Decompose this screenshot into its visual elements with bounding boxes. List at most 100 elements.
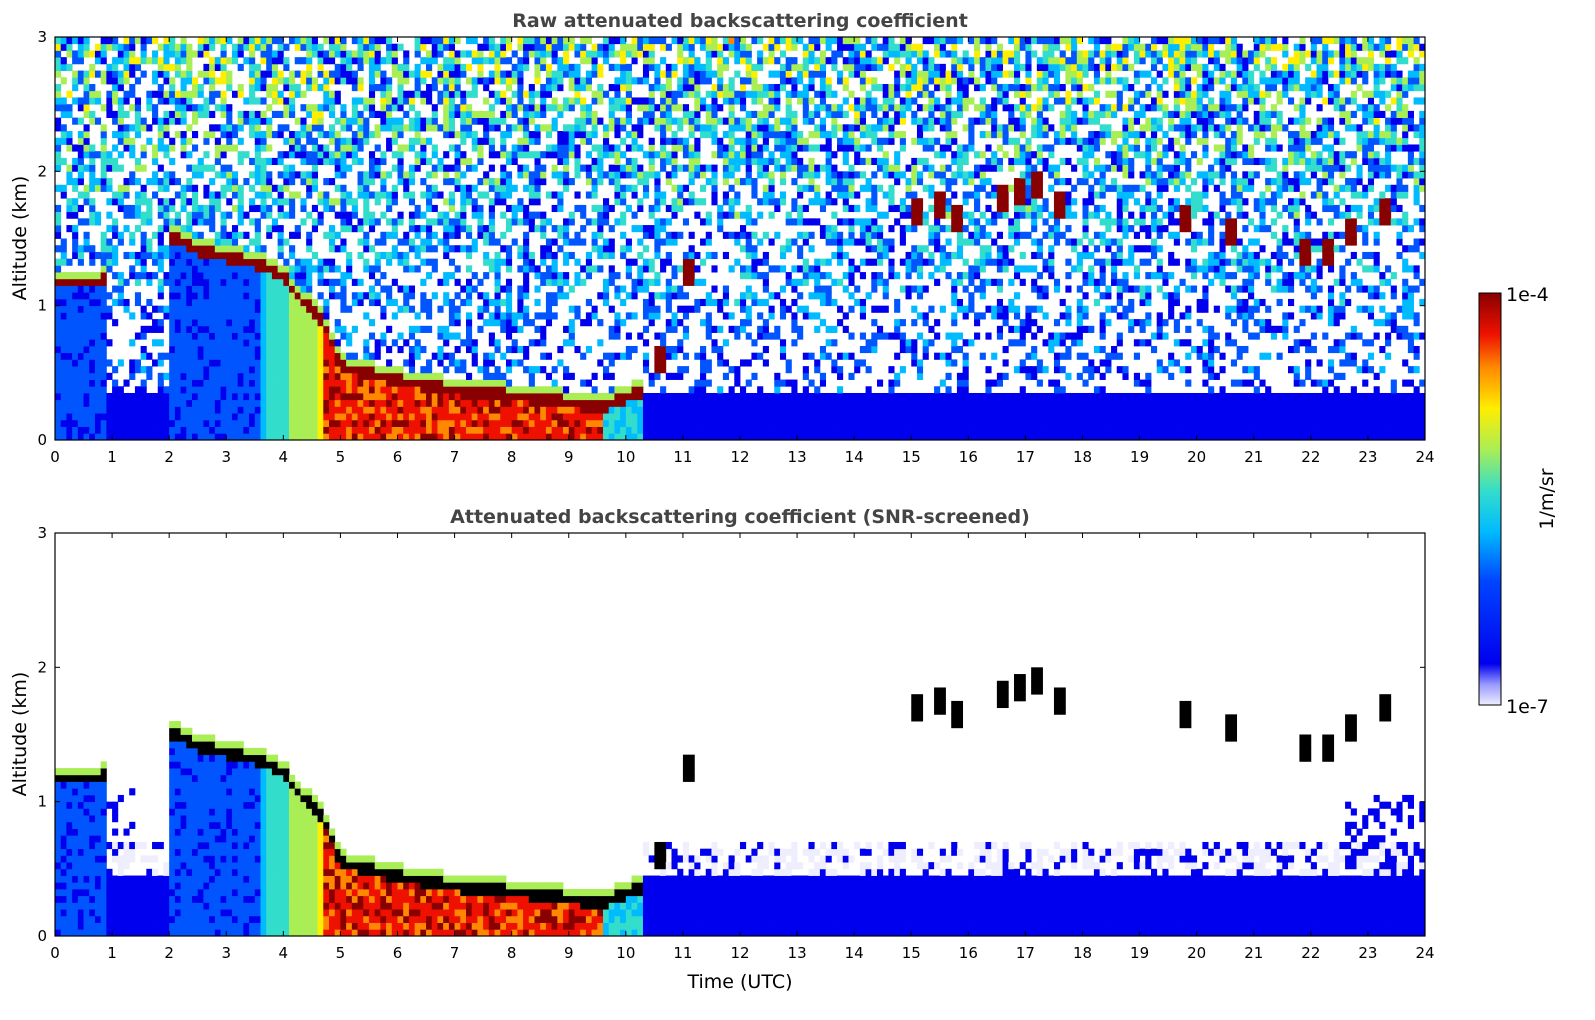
heatmap-cell <box>346 413 353 421</box>
heatmap-cell <box>637 43 644 51</box>
heatmap-cell <box>266 312 273 320</box>
heatmap-cell <box>483 292 490 300</box>
heatmap-cell <box>329 225 336 233</box>
heatmap-cell <box>660 339 667 347</box>
heatmap-cell <box>306 339 313 347</box>
heatmap-cell <box>728 144 735 152</box>
heatmap-cell <box>722 84 729 92</box>
heatmap-cell <box>112 231 119 239</box>
heatmap-cell <box>77 151 84 159</box>
heatmap-cell <box>260 171 267 179</box>
heatmap-cell <box>266 372 273 380</box>
heatmap-cell <box>551 171 558 179</box>
heatmap-cell <box>648 57 655 65</box>
heatmap-cell <box>614 292 621 300</box>
heatmap-cell <box>608 238 615 246</box>
heatmap-cell <box>677 57 684 65</box>
heatmap-cell <box>231 332 239 340</box>
heatmap-cell <box>540 84 547 92</box>
heatmap-cell <box>226 413 233 421</box>
heatmap-cell <box>163 90 170 98</box>
heatmap-cell <box>306 157 313 166</box>
heatmap-cell <box>545 298 553 307</box>
heatmap-cell <box>557 225 564 233</box>
heatmap-cell <box>625 345 632 354</box>
heatmap-cell <box>722 151 729 159</box>
heatmap-cell <box>740 37 747 45</box>
heatmap-cell <box>214 406 221 414</box>
heatmap-cell <box>266 178 273 186</box>
heatmap-cell <box>89 178 96 186</box>
heatmap-cell <box>89 406 96 414</box>
heatmap-cell <box>631 419 638 427</box>
heatmap-cell <box>642 352 650 360</box>
heatmap-cell <box>192 366 199 374</box>
heatmap-cell <box>192 204 199 213</box>
heatmap-cell <box>123 137 130 145</box>
heatmap-cell <box>214 278 221 286</box>
heatmap-cell <box>597 97 604 105</box>
heatmap-cell <box>60 406 67 414</box>
heatmap-cell <box>254 372 261 380</box>
heatmap-cell <box>357 292 364 300</box>
heatmap-cell <box>740 104 747 112</box>
heatmap-cell <box>677 366 684 374</box>
heatmap-cell <box>431 171 438 179</box>
heatmap-cell <box>357 124 364 132</box>
heatmap-cell <box>220 285 227 293</box>
heatmap-cell <box>249 386 256 394</box>
heatmap-cell <box>163 144 170 152</box>
heatmap-cell <box>540 178 547 186</box>
heatmap-cell <box>511 110 518 118</box>
heatmap-cell <box>591 97 598 105</box>
heatmap-cell <box>55 157 62 166</box>
heatmap-cell <box>140 366 147 374</box>
heatmap-cell <box>169 258 176 266</box>
heatmap-cell <box>306 37 313 45</box>
heatmap-cell <box>705 117 712 125</box>
heatmap-cell <box>694 419 701 427</box>
heatmap-cell <box>483 298 490 307</box>
heatmap-cell <box>523 399 530 407</box>
heatmap-cell <box>711 70 718 78</box>
heatmap-cell <box>420 124 427 132</box>
heatmap-cell <box>625 406 632 414</box>
heatmap-cell <box>386 292 393 300</box>
heatmap-cell <box>163 171 170 179</box>
heatmap-cell <box>551 124 558 132</box>
heatmap-cell <box>705 332 712 340</box>
heatmap-cell <box>448 110 455 118</box>
heatmap-cell <box>517 345 524 354</box>
heatmap-cell <box>671 413 678 421</box>
heatmap-cell <box>511 184 518 192</box>
heatmap-cell <box>585 70 592 78</box>
heatmap-cell <box>642 406 650 414</box>
heatmap-cell <box>671 372 678 380</box>
heatmap-cell <box>528 90 535 98</box>
heatmap-cell <box>180 37 187 45</box>
heatmap-cell <box>682 272 690 280</box>
heatmap-cell <box>614 319 621 327</box>
heatmap-cell <box>728 110 735 118</box>
heatmap-cell <box>740 57 747 65</box>
heatmap-cell <box>448 178 455 186</box>
heatmap-cell <box>283 392 290 401</box>
heatmap-cell <box>134 386 142 394</box>
heatmap-cell <box>169 413 176 421</box>
heatmap-cell <box>505 191 513 199</box>
heatmap-cell <box>682 57 690 65</box>
heatmap-cell <box>112 272 119 280</box>
heatmap-cell <box>762 392 769 401</box>
heatmap-cell <box>112 433 119 441</box>
heatmap-cell <box>83 406 90 414</box>
heatmap-cell <box>203 110 210 118</box>
heatmap-cell <box>740 386 747 394</box>
heatmap-cell <box>329 292 336 300</box>
heatmap-cell <box>123 305 130 313</box>
heatmap-cell <box>568 419 575 427</box>
heatmap-cell <box>243 419 250 427</box>
heatmap-cell <box>197 305 204 313</box>
heatmap-cell <box>437 352 444 360</box>
heatmap-cell <box>300 345 307 354</box>
heatmap-cell <box>597 204 604 213</box>
